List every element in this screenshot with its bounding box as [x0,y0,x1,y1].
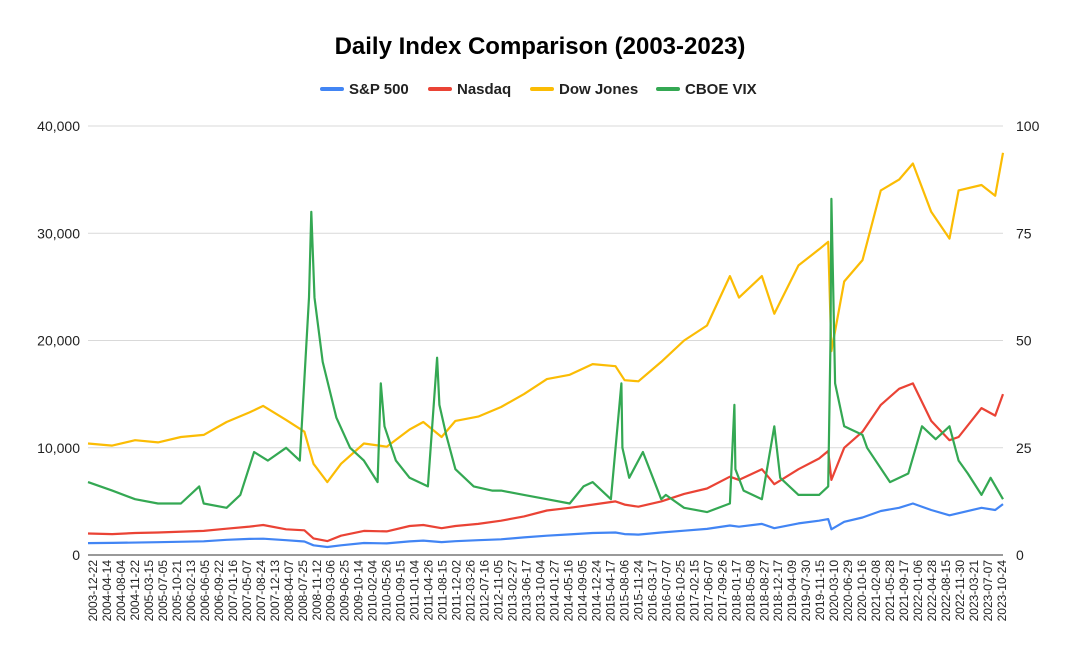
x-axis-tick-label: 2017-02-15 [687,560,701,622]
x-axis-tick-label: 2004-04-14 [100,560,114,622]
x-axis-tick-label: 2016-10-25 [673,560,687,622]
left-axis-tick-label: 0 [72,547,80,563]
legend-label: CBOE VIX [685,81,757,98]
x-axis-tick-label: 2009-03-06 [324,560,338,622]
x-axis-tick-label: 2007-01-16 [226,560,240,622]
x-axis-tick-label: 2003-12-22 [86,560,100,622]
x-axis-tick-label: 2014-01-27 [548,560,562,622]
x-axis-tick-label: 2011-12-02 [450,560,464,621]
x-axis-tick-label: 2023-03-21 [967,560,981,622]
x-axis-tick-label: 2007-08-24 [254,560,268,622]
x-axis-tick-label: 2019-07-30 [799,560,813,622]
x-axis-tick-label: 2017-09-26 [715,560,729,622]
x-axis-tick-label: 2018-05-08 [743,560,757,622]
left-axis-tick-label: 10,000 [37,440,80,456]
series-line-dow-jones [87,152,1005,484]
x-axis-tick-label: 2018-12-17 [771,560,785,622]
right-axis-tick-label: 75 [1016,225,1032,241]
chart-title: Daily Index Comparison (2003-2023) [335,33,746,60]
legend-item: Dow Jones [530,81,638,98]
x-axis-tick-label: 2013-02-27 [506,560,520,622]
x-axis-tick-label: 2015-11-24 [631,560,645,621]
x-axis-tick-label: 2004-08-04 [114,560,128,622]
x-axis-tick-label: 2008-11-12 [310,560,324,621]
x-axis-tick-label: 2006-09-22 [212,560,226,622]
x-axis-tick-label: 2020-10-16 [855,560,869,622]
x-axis-tick-label: 2005-10-21 [170,560,184,622]
right-axis-tick-label: 50 [1016,333,1032,349]
x-axis-tick-label: 2012-07-16 [478,560,492,622]
x-axis-tick-label: 2015-04-17 [603,560,617,622]
x-axis-tick-label: 2019-04-09 [785,560,799,622]
series-line-cboe-vix [87,197,1004,514]
x-axis-tick-label: 2022-04-28 [925,560,939,622]
x-axis-tick-label: 2010-02-04 [366,560,380,622]
x-axis-tick-label: 2022-01-06 [911,560,925,622]
series-lines [87,152,1005,549]
x-axis-tick-label: 2014-12-24 [589,560,603,622]
legend-item: Nasdaq [428,81,511,98]
x-axis-tick-label: 2015-08-06 [617,560,631,622]
x-axis-tick-label: 2005-03-15 [142,560,156,622]
left-axis-tick-label: 40,000 [37,118,80,134]
x-axis-tick-label: 2007-12-13 [268,560,282,622]
x-axis-tick-label: 2020-06-29 [841,560,855,622]
right-axis-tick-label: 25 [1016,440,1032,456]
legend-label: S&P 500 [349,81,409,98]
x-axis-tick-label: 2011-04-26 [422,560,436,621]
legend-item: CBOE VIX [656,81,757,98]
x-axis-tick-label: 2009-06-25 [338,560,352,622]
x-axis-tick-label: 2021-02-08 [869,560,883,622]
x-axis-tick-label: 2014-05-16 [562,560,576,622]
x-axis-tick-label: 2012-03-26 [464,560,478,622]
x-axis-tick-label: 2010-09-15 [394,560,408,622]
x-axis-tick-label: 2021-09-17 [897,560,911,622]
x-axis-tick-label: 2010-05-26 [380,560,394,622]
x-axis-tick-label: 2012-11-05 [492,560,506,621]
x-axis-tick-label: 2017-06-07 [701,560,715,622]
x-axis-tick-label: 2022-08-15 [939,560,953,622]
legend-label: Dow Jones [559,81,638,98]
x-axis-tick-label: 2014-09-05 [576,560,590,622]
x-axis-tick-label: 2008-04-07 [282,560,296,622]
x-axis-tick-label: 2011-01-04 [408,560,422,621]
legend: S&P 500 Nasdaq Dow Jones CBOE VIX [320,81,757,98]
x-axis-tick-label: 2008-07-25 [296,560,310,622]
x-axis-tick-label: 2018-01-17 [729,560,743,622]
x-axis-tick-label: 2006-06-05 [198,560,212,622]
series-line-nasdaq [87,382,1005,543]
legend-label: Nasdaq [457,81,511,98]
x-axis-tick-label: 2013-06-17 [520,560,534,622]
x-axis-tick-label: 2005-07-05 [156,560,170,622]
x-axis-tick-label: 2013-10-04 [534,560,548,622]
left-axis-tick-label: 20,000 [37,333,80,349]
x-axis-tick-label: 2020-03-10 [827,560,841,622]
left-y-axis: 0 10,000 20,000 30,000 40,000 [37,118,80,563]
x-axis-tick-label: 2023-10-24 [995,560,1009,622]
x-axis-tick-label: 2018-08-27 [757,560,771,622]
x-axis: 2003-12-22 2004-04-14 2004-08-04 2004-11-22… [86,560,1009,622]
legend-item: S&P 500 [320,81,409,98]
x-axis-tick-label: 2006-02-13 [184,560,198,622]
left-axis-tick-label: 30,000 [37,225,80,241]
x-axis-tick-label: 2022-11-30 [953,560,967,621]
x-axis-tick-label: 2011-08-15 [436,560,450,621]
x-axis-tick-label: 2016-03-17 [645,560,659,622]
x-axis-tick-label: 2009-10-14 [352,560,366,622]
gridlines [88,125,1003,556]
x-axis-tick-label: 2019-11-15 [813,560,827,621]
x-axis-tick-label: 2007-05-07 [240,560,254,622]
series-line-s-p-500 [87,502,1004,549]
x-axis-tick-label: 2004-11-22 [128,560,142,621]
right-axis-tick-label: 100 [1016,118,1040,134]
right-y-axis: 0 25 50 75 100 [1016,118,1040,563]
x-axis-tick-label: 2016-07-07 [659,560,673,622]
x-axis-tick-label: 2023-07-07 [981,560,995,622]
right-axis-tick-label: 0 [1016,547,1024,563]
x-axis-tick-label: 2021-05-28 [883,560,897,622]
